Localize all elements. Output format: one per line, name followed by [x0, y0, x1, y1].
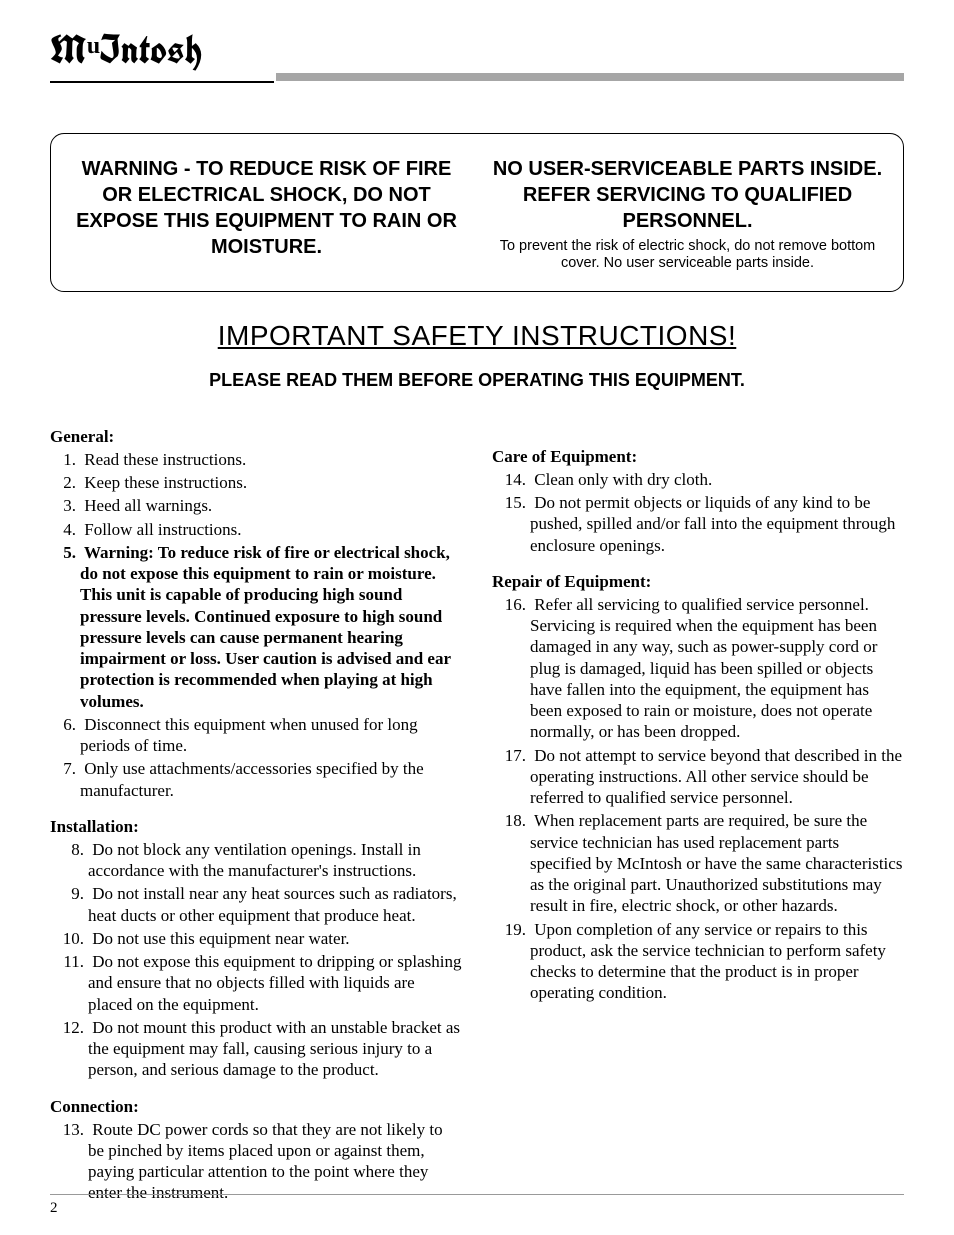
list-item-text: Keep these instructions.	[80, 473, 247, 492]
list-item-text: Do not permit objects or liquids of any …	[530, 493, 895, 555]
list-item-text: When replacement parts are required, be …	[530, 811, 902, 915]
columns: General: 1. Read these instructions.2. K…	[50, 427, 904, 1206]
warning-right-sub: To prevent the risk of electric shock, d…	[492, 238, 883, 273]
list-item: 9. Do not install near any heat sources …	[50, 883, 462, 926]
list-item: 8. Do not block any ventilation openings…	[50, 839, 462, 882]
main-title: IMPORTANT SAFETY INSTRUCTIONS!	[50, 320, 904, 352]
warning-left: WARNING - TO REDUCE RISK OF FIRE OR ELEC…	[71, 156, 462, 273]
list-item: 6. Disconnect this equipment when unused…	[50, 714, 462, 757]
list-item: 16. Refer all servicing to qualified ser…	[492, 594, 904, 743]
list-item-text: Only use attachments/accessories specifi…	[80, 759, 424, 799]
header: MᵘIntosh	[50, 28, 904, 83]
section-general-list: 1. Read these instructions.2. Keep these…	[50, 449, 462, 801]
list-item-text: Do not mount this product with an unstab…	[88, 1018, 460, 1080]
list-item-text: Read these instructions.	[80, 450, 246, 469]
list-item-number: 14.	[500, 469, 526, 490]
list-item-number: 11.	[58, 951, 84, 972]
document-page: MᵘIntosh WARNING - TO REDUCE RISK OF FIR…	[0, 0, 954, 1235]
section-care-heading: Care of Equipment:	[492, 447, 904, 467]
list-item-text: Heed all warnings.	[80, 496, 212, 515]
list-item-number: 7.	[58, 758, 76, 779]
section-connection-list: 13. Route DC power cords so that they ar…	[50, 1119, 462, 1204]
list-item: 15. Do not permit objects or liquids of …	[492, 492, 904, 556]
list-item-number: 4.	[58, 519, 76, 540]
list-item-text: Follow all instructions.	[80, 520, 242, 539]
section-general-heading: General:	[50, 427, 462, 447]
section-care-list: 14. Clean only with dry cloth.15. Do not…	[492, 469, 904, 556]
list-item: 14. Clean only with dry cloth.	[492, 469, 904, 490]
list-item-text: Upon completion of any service or repair…	[530, 920, 886, 1003]
list-item-number: 19.	[500, 919, 526, 940]
warning-right: NO USER-SERVICEABLE PARTS INSIDE. REFER …	[492, 156, 883, 273]
list-item-number: 9.	[58, 883, 84, 904]
list-item-number: 3.	[58, 495, 76, 516]
list-item-number: 16.	[500, 594, 526, 615]
list-item: 13. Route DC power cords so that they ar…	[50, 1119, 462, 1204]
section-repair-heading: Repair of Equipment:	[492, 572, 904, 592]
list-item-text: Do not install near any heat sources suc…	[88, 884, 457, 924]
list-item-number: 18.	[500, 810, 526, 831]
list-item-number: 1.	[58, 449, 76, 470]
warning-box: WARNING - TO REDUCE RISK OF FIRE OR ELEC…	[50, 133, 904, 292]
list-item-number: 13.	[58, 1119, 84, 1140]
list-item: 11. Do not expose this equipment to drip…	[50, 951, 462, 1015]
list-item-number: 10.	[58, 928, 84, 949]
footer-rule	[50, 1194, 904, 1195]
list-item: 10. Do not use this equipment near water…	[50, 928, 462, 949]
list-item-text: Route DC power cords so that they are no…	[88, 1120, 443, 1203]
mcintosh-logo-icon: MᵘIntosh	[50, 28, 270, 72]
list-item-text: Do not expose this equipment to dripping…	[88, 952, 462, 1014]
list-item: 2. Keep these instructions.	[50, 472, 462, 493]
list-item-text: Disconnect this equipment when unused fo…	[80, 715, 418, 755]
list-item-number: 5.	[58, 542, 76, 563]
header-rule	[276, 73, 904, 81]
sub-title: PLEASE READ THEM BEFORE OPERATING THIS E…	[50, 370, 904, 391]
list-item-number: 8.	[58, 839, 84, 860]
column-left: General: 1. Read these instructions.2. K…	[50, 427, 462, 1206]
list-item: 19. Upon completion of any service or re…	[492, 919, 904, 1004]
section-repair-list: 16. Refer all servicing to qualified ser…	[492, 594, 904, 1004]
list-item: 12. Do not mount this product with an un…	[50, 1017, 462, 1081]
section-connection-heading: Connection:	[50, 1097, 462, 1117]
list-item: 7. Only use attachments/accessories spec…	[50, 758, 462, 801]
section-installation-list: 8. Do not block any ventilation openings…	[50, 839, 462, 1081]
list-item-number: 6.	[58, 714, 76, 735]
column-right: Care of Equipment: 14. Clean only with d…	[492, 427, 904, 1206]
list-item: 17. Do not attempt to service beyond tha…	[492, 745, 904, 809]
list-item-number: 2.	[58, 472, 76, 493]
list-item-text: Do not attempt to service beyond that de…	[530, 746, 902, 808]
list-item: 5. Warning: To reduce risk of fire or el…	[50, 542, 462, 712]
list-item-text: Do not use this equipment near water.	[88, 929, 350, 948]
list-item: 3. Heed all warnings.	[50, 495, 462, 516]
list-item-number: 12.	[58, 1017, 84, 1038]
svg-text:MᵘIntosh: MᵘIntosh	[50, 28, 202, 72]
list-item: 1. Read these instructions.	[50, 449, 462, 470]
section-installation-heading: Installation:	[50, 817, 462, 837]
list-item-text: Do not block any ventilation openings. I…	[88, 840, 421, 880]
warning-left-text: WARNING - TO REDUCE RISK OF FIRE OR ELEC…	[71, 156, 462, 260]
list-item-number: 17.	[500, 745, 526, 766]
list-item-text: Refer all servicing to qualified service…	[530, 595, 877, 742]
brand-logo: MᵘIntosh	[50, 28, 274, 83]
warning-right-heading: NO USER-SERVICEABLE PARTS INSIDE. REFER …	[492, 156, 883, 234]
list-item-text: Warning: To reduce risk of fire or elect…	[80, 543, 451, 711]
list-item-number: 15.	[500, 492, 526, 513]
list-item: 18. When replacement parts are required,…	[492, 810, 904, 916]
list-item: 4. Follow all instructions.	[50, 519, 462, 540]
page-number: 2	[50, 1200, 58, 1217]
list-item-text: Clean only with dry cloth.	[530, 470, 712, 489]
